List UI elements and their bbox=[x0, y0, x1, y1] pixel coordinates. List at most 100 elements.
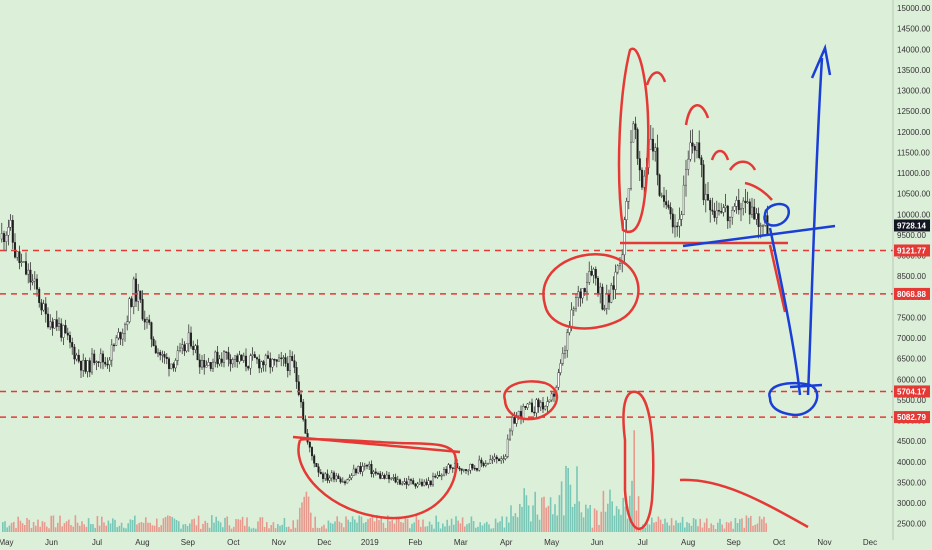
candle-body bbox=[438, 475, 441, 477]
candle-body bbox=[643, 175, 646, 188]
volume-bar bbox=[43, 522, 46, 532]
candle-body bbox=[423, 481, 426, 486]
volume-bar bbox=[387, 515, 389, 532]
candle-body bbox=[258, 358, 261, 369]
candle-body bbox=[759, 225, 762, 227]
candle-body bbox=[509, 430, 512, 440]
volume-bar bbox=[349, 522, 352, 532]
candle-body bbox=[711, 209, 714, 212]
price-tick-label: 3500.00 bbox=[897, 478, 926, 487]
volume-bar bbox=[545, 507, 547, 532]
volume-bar bbox=[455, 516, 457, 532]
volume-bar bbox=[189, 523, 191, 532]
candle-body bbox=[211, 361, 214, 369]
candle-body bbox=[460, 468, 463, 471]
candle-body bbox=[601, 286, 604, 310]
candle-body bbox=[379, 473, 382, 479]
candle-body bbox=[31, 280, 34, 283]
candle-body bbox=[564, 350, 567, 354]
volume-bar bbox=[754, 524, 756, 532]
candle-body bbox=[16, 251, 19, 258]
candle-body bbox=[669, 207, 672, 215]
candle-body bbox=[207, 362, 210, 366]
volume-bar bbox=[413, 522, 415, 532]
volume-bar bbox=[721, 524, 723, 532]
candle-body bbox=[559, 363, 562, 373]
candle-body bbox=[702, 164, 705, 201]
volume-bar bbox=[334, 521, 336, 532]
candle-body bbox=[753, 206, 756, 220]
volume-bar bbox=[494, 518, 497, 532]
candle-body bbox=[735, 200, 738, 207]
candle-body bbox=[614, 271, 617, 290]
candle-body bbox=[713, 211, 716, 218]
volume-bar bbox=[228, 525, 231, 532]
volume-bar bbox=[688, 523, 690, 532]
candle-body bbox=[311, 447, 314, 457]
price-level-labels: 9121.77 8068.88 5704.17 5082.79 9728.14 bbox=[894, 219, 930, 424]
candle-body bbox=[33, 278, 36, 282]
volume-bar bbox=[547, 505, 550, 532]
volume-bar bbox=[206, 522, 209, 532]
candle-body bbox=[506, 438, 509, 457]
volume-bar bbox=[28, 519, 30, 532]
candle-body bbox=[93, 353, 96, 364]
candle-body bbox=[134, 278, 137, 302]
volume-bar bbox=[21, 523, 24, 532]
volume-bar bbox=[512, 516, 514, 532]
volume-bar bbox=[714, 528, 717, 532]
volume-bar bbox=[510, 505, 512, 532]
candle-body bbox=[357, 466, 360, 474]
candle-body bbox=[724, 205, 727, 208]
volume-bar bbox=[167, 515, 169, 532]
candle-body bbox=[271, 358, 274, 368]
candle-body bbox=[641, 169, 644, 188]
volume-bar bbox=[197, 515, 200, 532]
level-label-bg bbox=[894, 385, 930, 398]
candle-body bbox=[260, 361, 263, 369]
volume-bar bbox=[582, 517, 585, 532]
volume-bar bbox=[180, 528, 182, 532]
candle-body bbox=[0, 233, 3, 240]
candle-body bbox=[308, 441, 311, 448]
candle-body bbox=[110, 344, 113, 361]
volume-bar bbox=[145, 517, 147, 532]
volume-bar bbox=[655, 521, 657, 532]
volume-bar bbox=[613, 515, 616, 532]
candle-body bbox=[467, 469, 470, 472]
level-label: 8068.88 bbox=[897, 290, 926, 299]
volume-bar bbox=[129, 519, 132, 532]
volume-bar bbox=[631, 480, 633, 532]
candle-body bbox=[222, 351, 225, 363]
volume-bar bbox=[191, 519, 193, 532]
candle-body bbox=[66, 332, 69, 336]
candle-body bbox=[542, 402, 545, 410]
volume-bar bbox=[459, 523, 462, 532]
candle-body bbox=[330, 472, 333, 479]
volume-bar bbox=[318, 528, 321, 532]
candle-body bbox=[172, 363, 175, 369]
volume-bar bbox=[673, 525, 675, 532]
time-tick-label: May bbox=[0, 538, 14, 547]
volume-bar bbox=[633, 430, 635, 532]
volume-bars bbox=[2, 430, 767, 532]
volume-bar bbox=[52, 515, 55, 532]
volume-bar bbox=[697, 526, 699, 532]
volume-bar bbox=[736, 522, 739, 532]
volume-bar bbox=[402, 522, 404, 532]
horizontal-levels bbox=[0, 249, 893, 418]
candle-body bbox=[390, 477, 393, 480]
candle-body bbox=[187, 332, 190, 345]
candle-body bbox=[548, 399, 551, 402]
volume-bar bbox=[470, 516, 473, 532]
volume-bar bbox=[270, 525, 272, 532]
volume-bar bbox=[662, 523, 664, 532]
price-tick-label: 6000.00 bbox=[897, 375, 926, 384]
candle-body bbox=[247, 366, 250, 369]
volume-bar bbox=[756, 523, 759, 532]
annotation-red-breakout-ellipse bbox=[503, 380, 559, 421]
candle-body bbox=[403, 481, 406, 484]
volume-bar bbox=[426, 526, 429, 532]
annotation-red-bottom-ellipse bbox=[297, 437, 458, 520]
volume-bar bbox=[294, 527, 297, 532]
